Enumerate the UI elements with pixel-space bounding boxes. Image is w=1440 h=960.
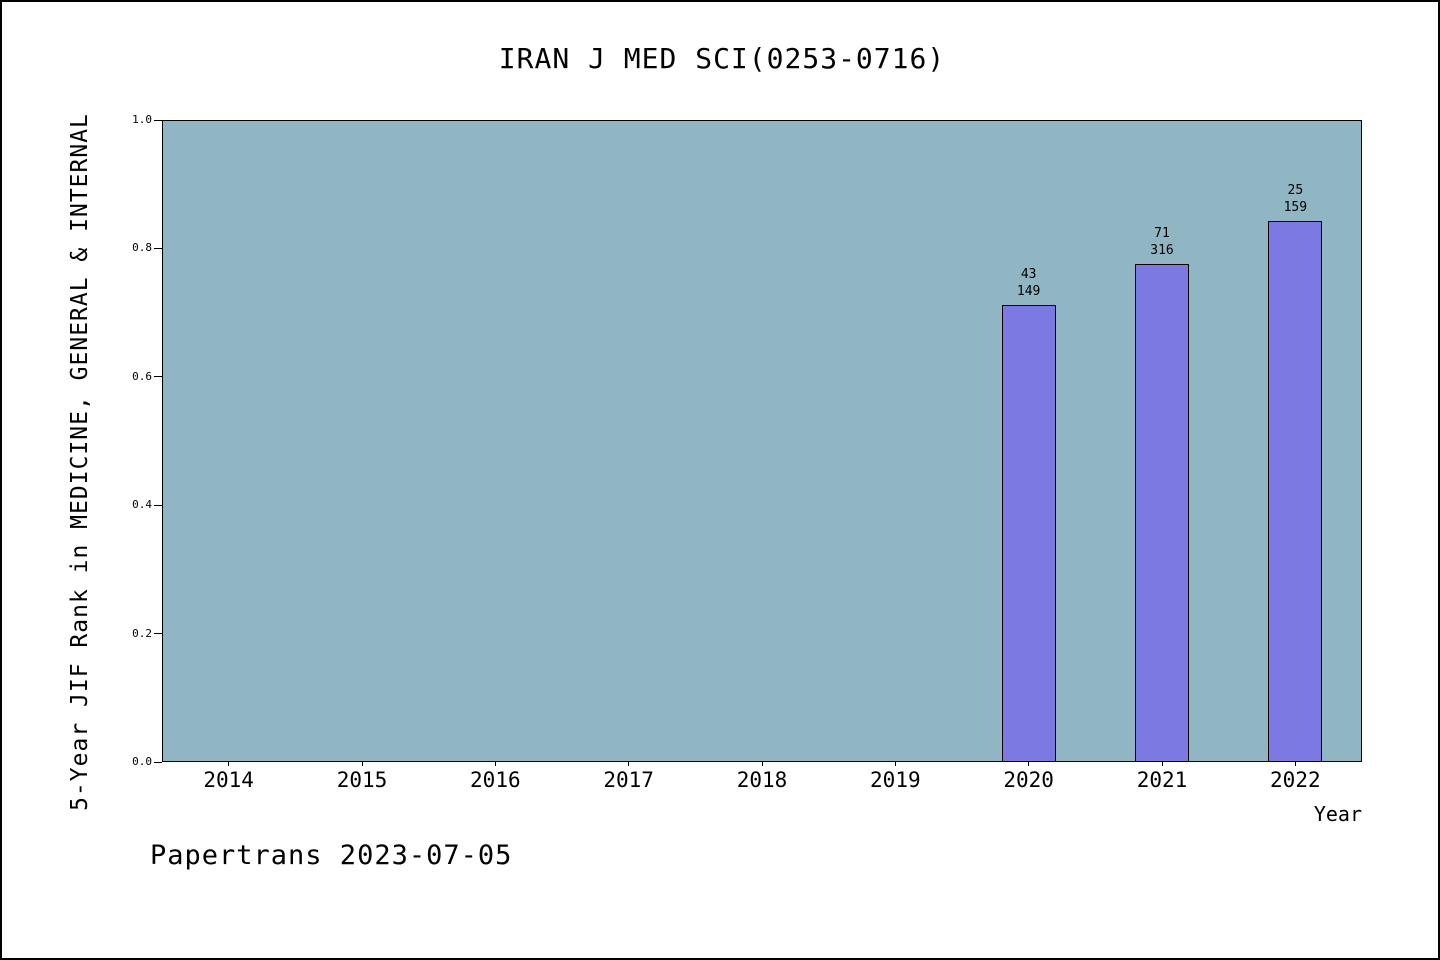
y-axis-label: 5-Year JIF Rank in MEDICINE, GENERAL & I… [67, 113, 93, 811]
x-tick-label: 2017 [603, 768, 654, 792]
x-tick-mark [494, 762, 496, 766]
x-tick-label: 2018 [736, 768, 788, 792]
y-tick-mark [154, 504, 162, 506]
bar-label: 71 316 [1150, 226, 1174, 259]
x-tick-label: 2019 [870, 768, 921, 792]
y-tick-mark [154, 761, 162, 763]
x-tick-mark [361, 762, 363, 766]
x-tick-label: 2021 [1136, 768, 1188, 792]
x-tick-mark [1028, 762, 1030, 766]
x-tick-label: 2015 [336, 768, 388, 792]
x-tick-label: 2022 [1270, 768, 1321, 792]
x-tick-mark [1294, 762, 1296, 766]
y-tick-mark [154, 119, 162, 121]
bar [1268, 220, 1323, 762]
bar [1001, 305, 1056, 762]
bar [1135, 264, 1189, 762]
bar-label: 43 149 [1016, 267, 1041, 300]
x-tick-mark [894, 762, 896, 766]
bar-label: 25 159 [1283, 182, 1308, 215]
x-tick-mark [761, 762, 763, 766]
y-tick-label: 0.0 [132, 755, 152, 768]
x-tick-mark [1161, 762, 1163, 766]
y-tick-mark [154, 633, 162, 635]
chart-title: IRAN J MED SCI(0253-0716) [498, 42, 946, 75]
x-tick-mark [228, 762, 230, 766]
y-tick-label: 0.6 [132, 369, 152, 383]
y-tick-label: 0.8 [132, 241, 152, 255]
y-tick-mark [154, 247, 162, 249]
x-tick-label: 2014 [203, 768, 254, 792]
x-tick-label: 2016 [470, 768, 521, 792]
y-tick-mark [154, 376, 162, 378]
x-tick-label: 2020 [1003, 768, 1054, 792]
y-tick-label: 1.0 [132, 113, 152, 126]
y-tick-label: 0.2 [132, 626, 152, 640]
x-axis-label: Year [1313, 802, 1362, 826]
x-tick-mark [628, 762, 630, 766]
footer-watermark: Papertrans 2023-07-05 [150, 840, 513, 871]
y-tick-label: 0.4 [132, 498, 152, 512]
